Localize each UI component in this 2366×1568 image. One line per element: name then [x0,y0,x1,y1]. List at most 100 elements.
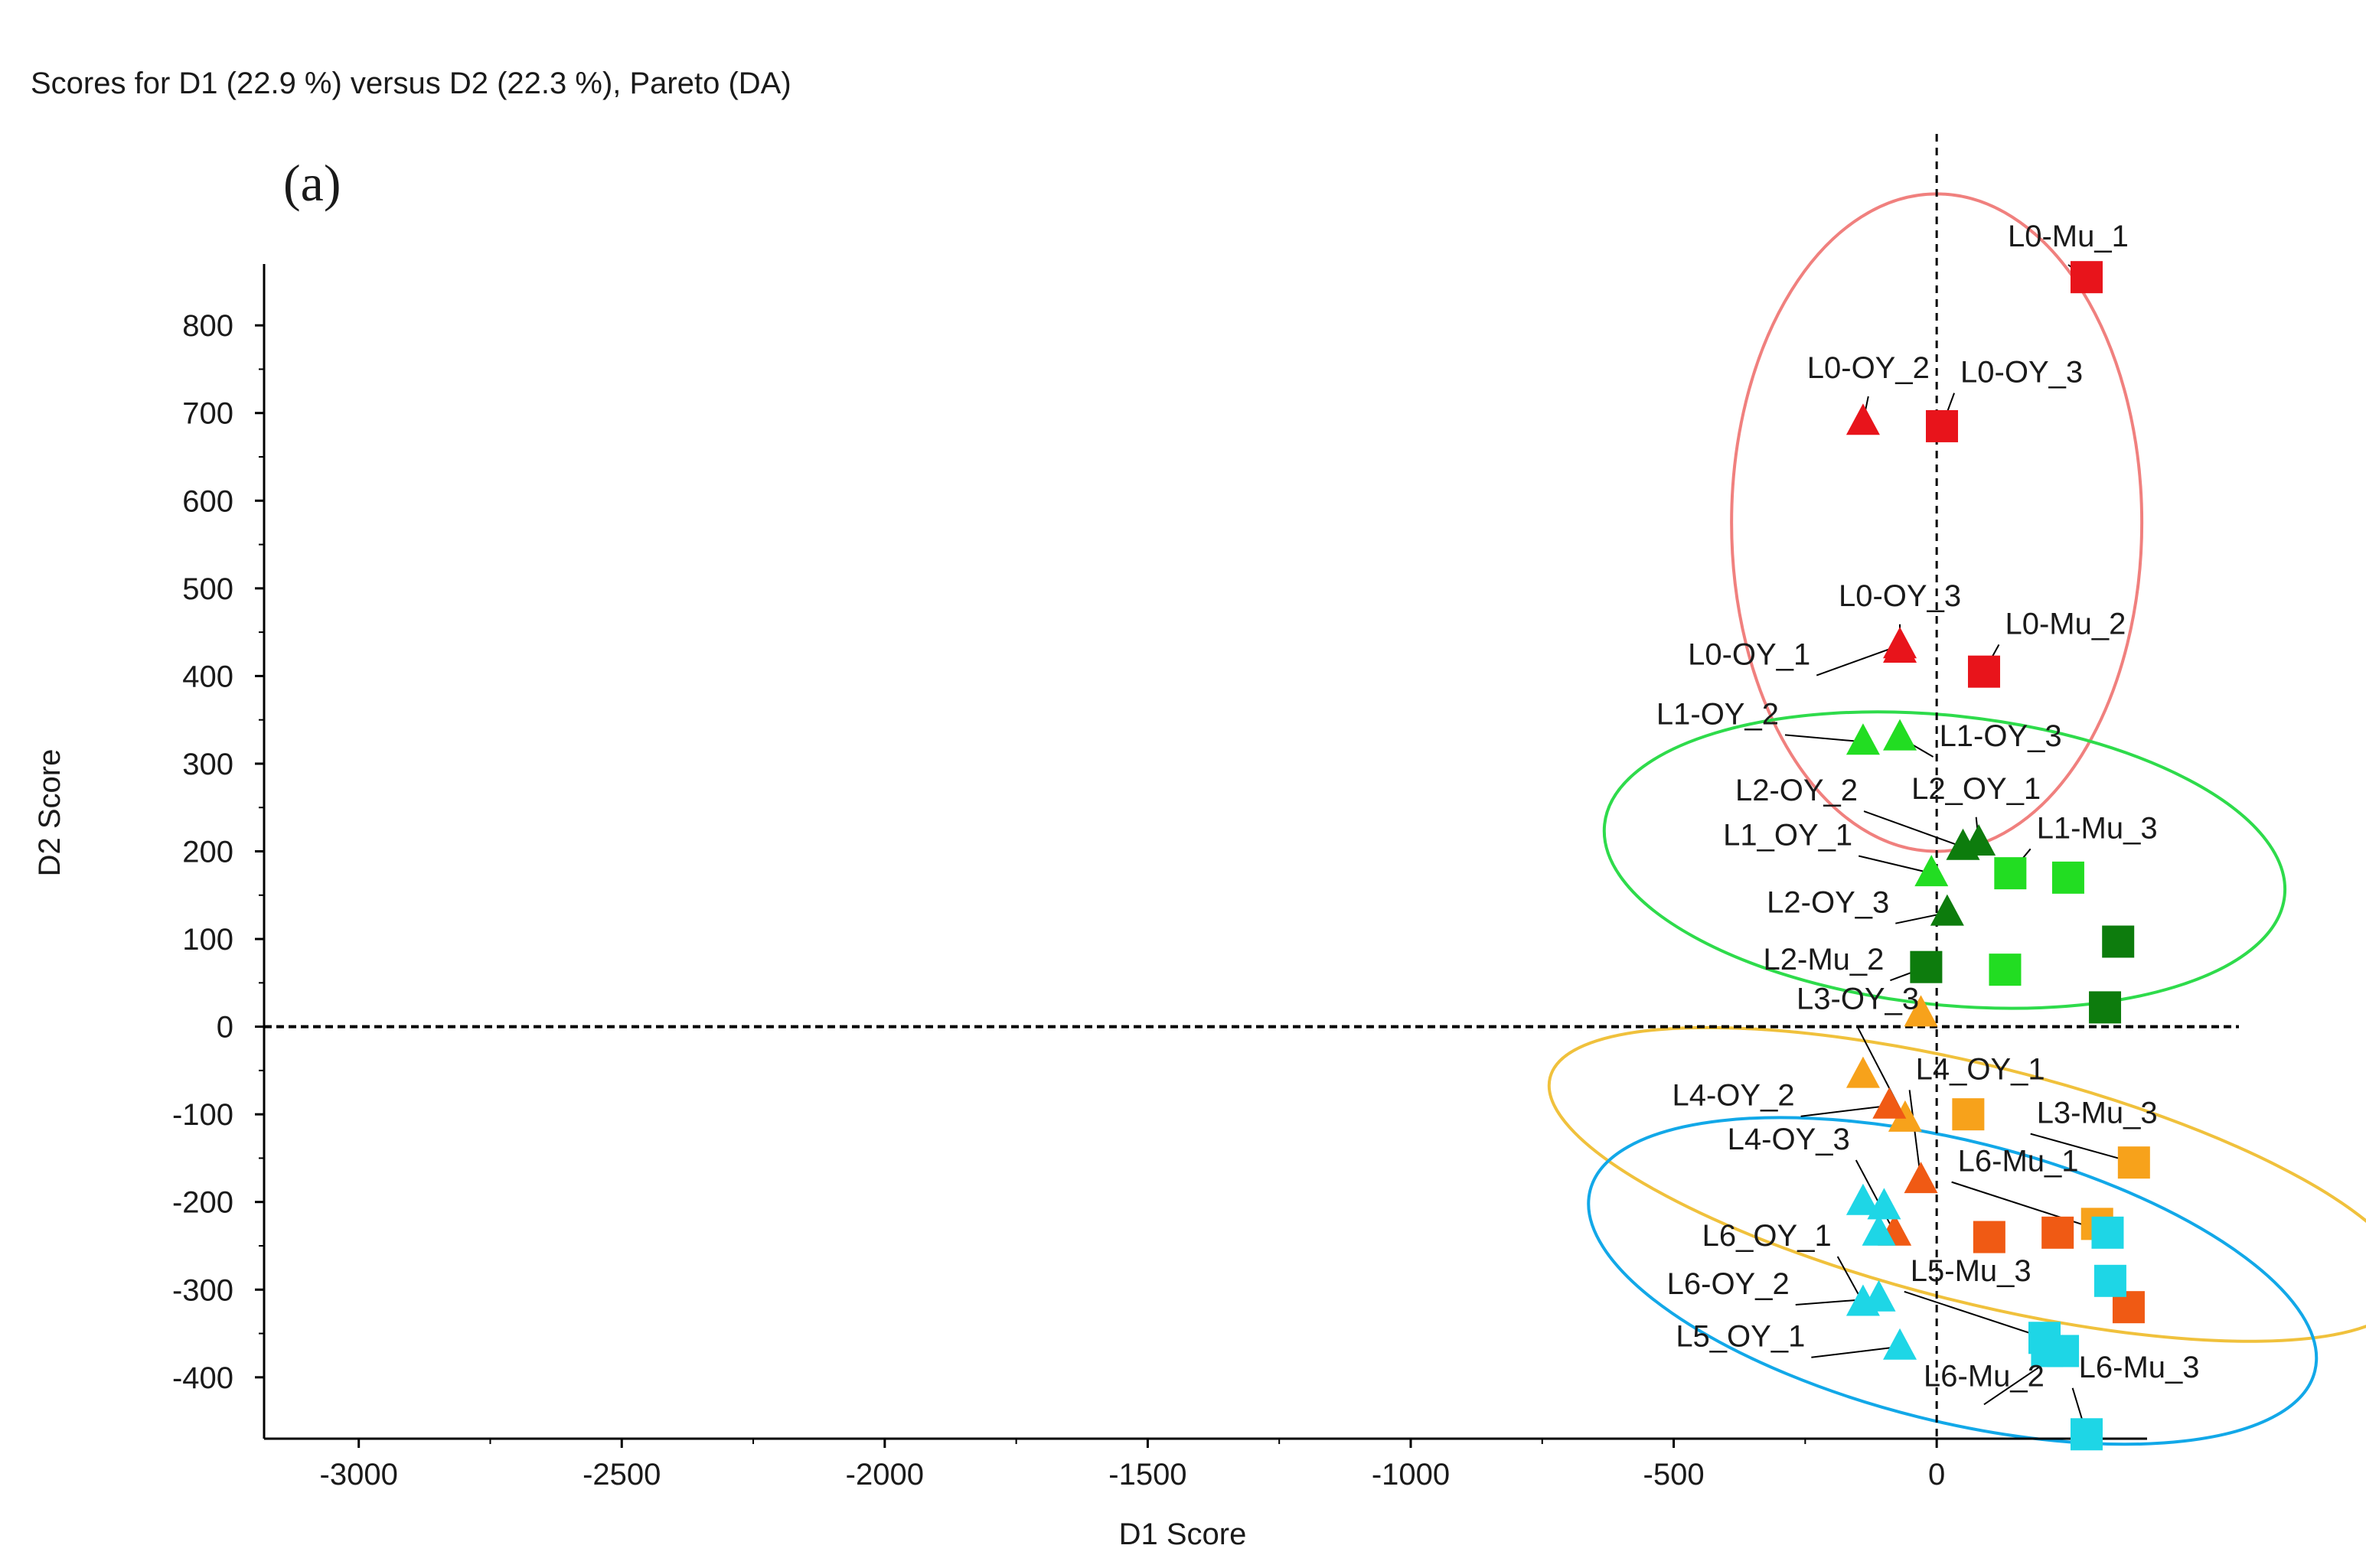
annotation-leader [1908,1090,1922,1181]
point-label: L4_OY_1 [1916,1052,2045,1086]
point-label: L3-Mu_3 [2037,1097,2158,1130]
point-l4-oy [1872,1087,1907,1119]
annotation-leader [1855,1159,1896,1234]
point-l0-mu [1926,409,1959,442]
tick-labels: 800 700 600 500 400 300 200 100 0 -100 -200 -300 -40… [172,309,1945,1491]
point-l3-mu [2117,1146,2150,1179]
point-l4-mu [2041,1216,2074,1249]
annotation-leader [1811,1345,1901,1358]
point-label: L5_OY_1 [1676,1320,1805,1354]
y-tick-label: 200 [182,836,233,869]
y-tick-label: 300 [182,748,233,781]
annotation-leader [1858,855,1932,875]
point-l6-oy [1862,1214,1896,1246]
y-tick-label: 600 [182,484,233,518]
y-tick-label: 700 [182,397,233,431]
point-l1-oy [1845,723,1880,755]
point-label: L0-OY_3 [1960,356,2083,390]
point-l0-oy [1845,403,1880,435]
point-label: L6-Mu_2 [1924,1359,2045,1393]
point-l2-mu [2089,991,2122,1024]
y-tick-label: -300 [172,1273,233,1307]
chart-title: Scores for D1 (22.9 %) versus D2 (22.3 %… [31,67,791,100]
point-l3-oy [1845,1056,1880,1088]
y-tick-label: 500 [182,572,233,606]
point-l6-mu [2091,1216,2124,1249]
annotation-leader [2030,1133,2135,1164]
point-l2-oy [1930,894,1964,926]
group-ellipses [1547,192,2366,1446]
x-tick-label: 0 [1928,1458,1945,1491]
y-tick-label: 400 [182,660,233,693]
point-label: L0-OY_3 [1839,579,1961,613]
panel-label: (a) [283,154,341,212]
point-label: L1-OY_3 [1940,719,2062,753]
point-l2-oy [1946,828,1980,860]
point-l6-mu [2070,1418,2103,1451]
y-tick-label: 100 [182,923,233,957]
group-ellipse [1602,710,2287,1010]
point-l0-mu [2070,261,2103,294]
point-l1-mu [1989,954,2022,986]
point-label: L6-Mu_3 [2079,1351,2200,1384]
x-tick-label: -1000 [1372,1458,1450,1491]
point-label: L0-OY_1 [1688,638,1810,672]
annotation-labels: L0-Mu_1 L0-OY_2 L0-OY_3 L0-OY_3 L0-Mu_2 L0-OY… [1656,220,2200,1393]
point-l2-mu [1910,950,1943,983]
point-label: L1_OY_1 [1723,818,1852,852]
point-l5-oy [1845,1183,1880,1215]
point-label: L1-OY_2 [1656,697,1779,731]
point-label: L0-Mu_2 [2005,607,2126,641]
point-l5-oy [1883,1328,1917,1360]
axes [255,134,2239,1448]
point-l5-mu [2094,1264,2126,1297]
x-tick-label: -3000 [320,1458,398,1491]
annotation-leader [1800,1104,1890,1117]
y-tick-label: 800 [182,309,233,343]
y-tick-label: 0 [217,1011,233,1045]
point-l1-mu [1994,857,2027,890]
point-l3-oy [1904,995,1938,1027]
point-l4-mu [1973,1221,2005,1253]
point-label: L6_OY_1 [1702,1219,1832,1253]
point-label: L0-OY_2 [1807,351,1930,385]
annotation-leader [1784,734,1864,743]
point-label: L4-OY_2 [1672,1079,1794,1113]
point-l6-mu [2031,1335,2064,1368]
point-label: L0-Mu_1 [2008,220,2129,253]
point-l1-oy [1914,855,1949,887]
point-label: L2-OY_3 [1767,886,1889,920]
data-points [1845,261,2150,1451]
x-tick-label: -2000 [846,1458,924,1491]
point-label: L5-Mu_3 [1911,1254,2031,1288]
y-tick-label: -200 [172,1186,233,1220]
group-ellipse [1547,1025,2366,1343]
point-label: L4-OY_3 [1728,1123,1850,1156]
point-l0-mu [1967,655,2000,688]
x-axis-label: D1 Score [1119,1517,1247,1551]
y-axis-label: D2 Score [33,749,67,877]
point-label: L2-OY_2 [1735,774,1858,807]
point-label: L6-Mu_1 [1958,1145,2079,1178]
point-label: L3-OY_3 [1797,983,1919,1016]
y-tick-label: -100 [172,1098,233,1132]
group-ellipse [1587,1116,2319,1446]
y-tick-label: -400 [172,1361,233,1395]
x-tick-label: -1500 [1108,1458,1186,1491]
point-l6-oy [1862,1280,1896,1312]
point-l2-mu [2102,925,2135,958]
annotation-leader [1816,644,1901,676]
point-l3-mu [1952,1098,1985,1131]
point-l3-oy [1888,1100,1922,1132]
x-tick-label: -500 [1643,1458,1705,1491]
point-label: L6-OY_2 [1667,1267,1790,1301]
point-label: L2_OY_1 [1911,772,2041,806]
point-l1-oy [1883,719,1917,751]
point-l1-mu [2051,861,2084,894]
x-tick-label: -2500 [583,1458,661,1491]
point-l4-oy [1904,1162,1938,1194]
point-l0-oy [1883,627,1917,659]
annotation-leader [1863,810,1963,848]
